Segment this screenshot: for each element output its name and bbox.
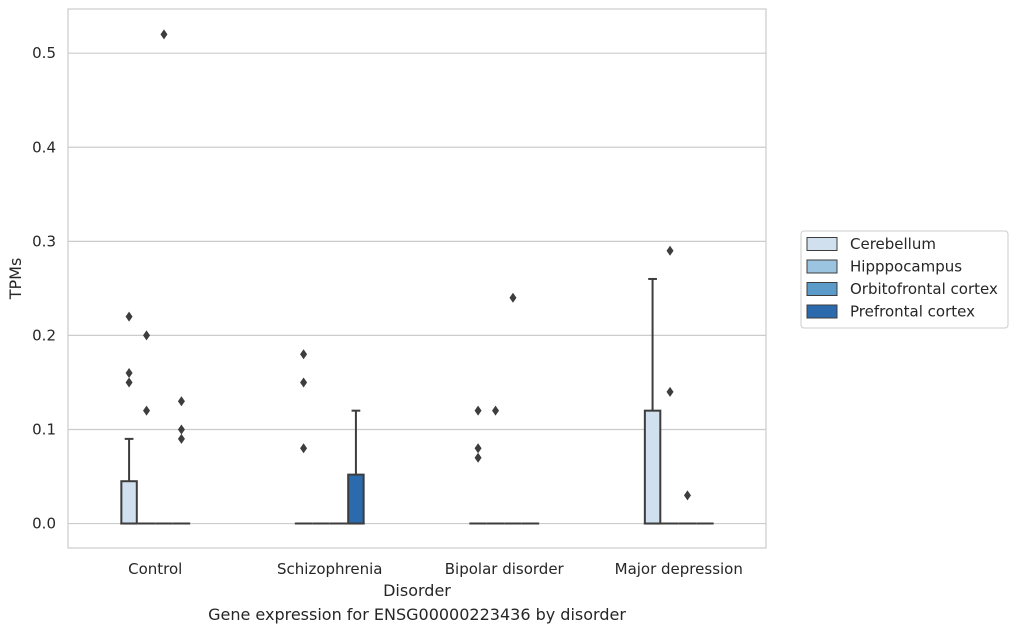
outlier-point xyxy=(474,405,482,416)
y-tick-label: 0.5 xyxy=(32,44,56,62)
y-tick-label: 0.1 xyxy=(32,420,56,438)
box-cerebellum xyxy=(469,405,487,525)
outlier-point xyxy=(492,405,500,416)
box-orbitofrontal-cortex xyxy=(504,292,522,525)
y-tick-label: 0.0 xyxy=(32,515,56,533)
box-cerebellum xyxy=(643,277,662,525)
outlier-point xyxy=(125,377,133,388)
legend-swatch xyxy=(806,304,838,319)
legend-label: Orbitofrontal cortex xyxy=(850,280,998,298)
y-tick-label: 0.4 xyxy=(32,138,56,156)
box-hipppocampus xyxy=(661,245,679,525)
box-orbitofrontal-cortex xyxy=(155,29,173,525)
y-axis-label: TPMs xyxy=(6,258,25,301)
outlier-point xyxy=(474,452,482,463)
legend-swatch xyxy=(806,237,838,251)
box-body xyxy=(347,473,365,525)
outlier-point xyxy=(509,292,517,303)
x-tick-label: Schizophrenia xyxy=(277,560,382,578)
outlier-point xyxy=(177,424,185,435)
outlier-point xyxy=(683,490,691,501)
box-hipppocampus xyxy=(137,330,156,525)
box-hipppocampus xyxy=(486,405,505,525)
legend-label: Hipppocampus xyxy=(850,258,962,276)
outlier-point xyxy=(160,29,168,40)
box-cerebellum xyxy=(294,349,313,525)
x-tick-labels: Control Schizophrenia Bipolar disorder Majo… xyxy=(128,560,743,578)
plot-frame xyxy=(67,8,767,549)
x-axis-label: Disorder xyxy=(383,581,451,600)
box-prefrontal-cortex xyxy=(172,396,191,525)
outlier-point xyxy=(666,245,674,256)
plot-marks xyxy=(120,29,714,525)
figure-caption: Gene expression for ENSG00000223436 by d… xyxy=(208,605,626,624)
y-tick-label: 0.2 xyxy=(32,326,56,344)
outlier-point xyxy=(143,330,151,341)
legend-label: Prefrontal cortex xyxy=(850,303,975,321)
y-tick-label: 0.3 xyxy=(32,232,56,250)
outlier-point xyxy=(300,349,308,360)
x-tick-label: Major depression xyxy=(615,560,743,578)
outlier-point xyxy=(474,443,482,454)
outlier-point xyxy=(125,311,133,322)
outlier-point xyxy=(125,368,133,379)
outlier-point xyxy=(300,443,308,454)
legend-label: Cerebellum xyxy=(850,235,936,253)
legend-swatch xyxy=(806,259,838,274)
box-body xyxy=(120,480,138,525)
legend-frame xyxy=(800,230,1009,329)
grid-lines xyxy=(68,52,766,525)
x-tick-label: Bipolar disorder xyxy=(445,560,565,578)
outlier-point xyxy=(300,377,308,388)
x-tick-label: Control xyxy=(128,560,182,578)
outlier-point xyxy=(177,396,185,407)
box-cerebellum xyxy=(120,311,138,525)
box-body xyxy=(643,409,662,525)
outlier-point xyxy=(177,433,185,444)
outlier-point xyxy=(143,405,151,416)
outlier-point xyxy=(666,386,674,397)
box-prefrontal-cortex xyxy=(347,409,365,525)
y-tick-labels: 0.0 0.1 0.2 0.3 0.4 0.5 xyxy=(32,44,56,532)
box-orbitofrontal-cortex xyxy=(678,490,697,525)
legend-swatch xyxy=(806,282,838,296)
legend: Cerebellum Hipppocampus Orbitofrontal cort… xyxy=(800,230,1009,329)
